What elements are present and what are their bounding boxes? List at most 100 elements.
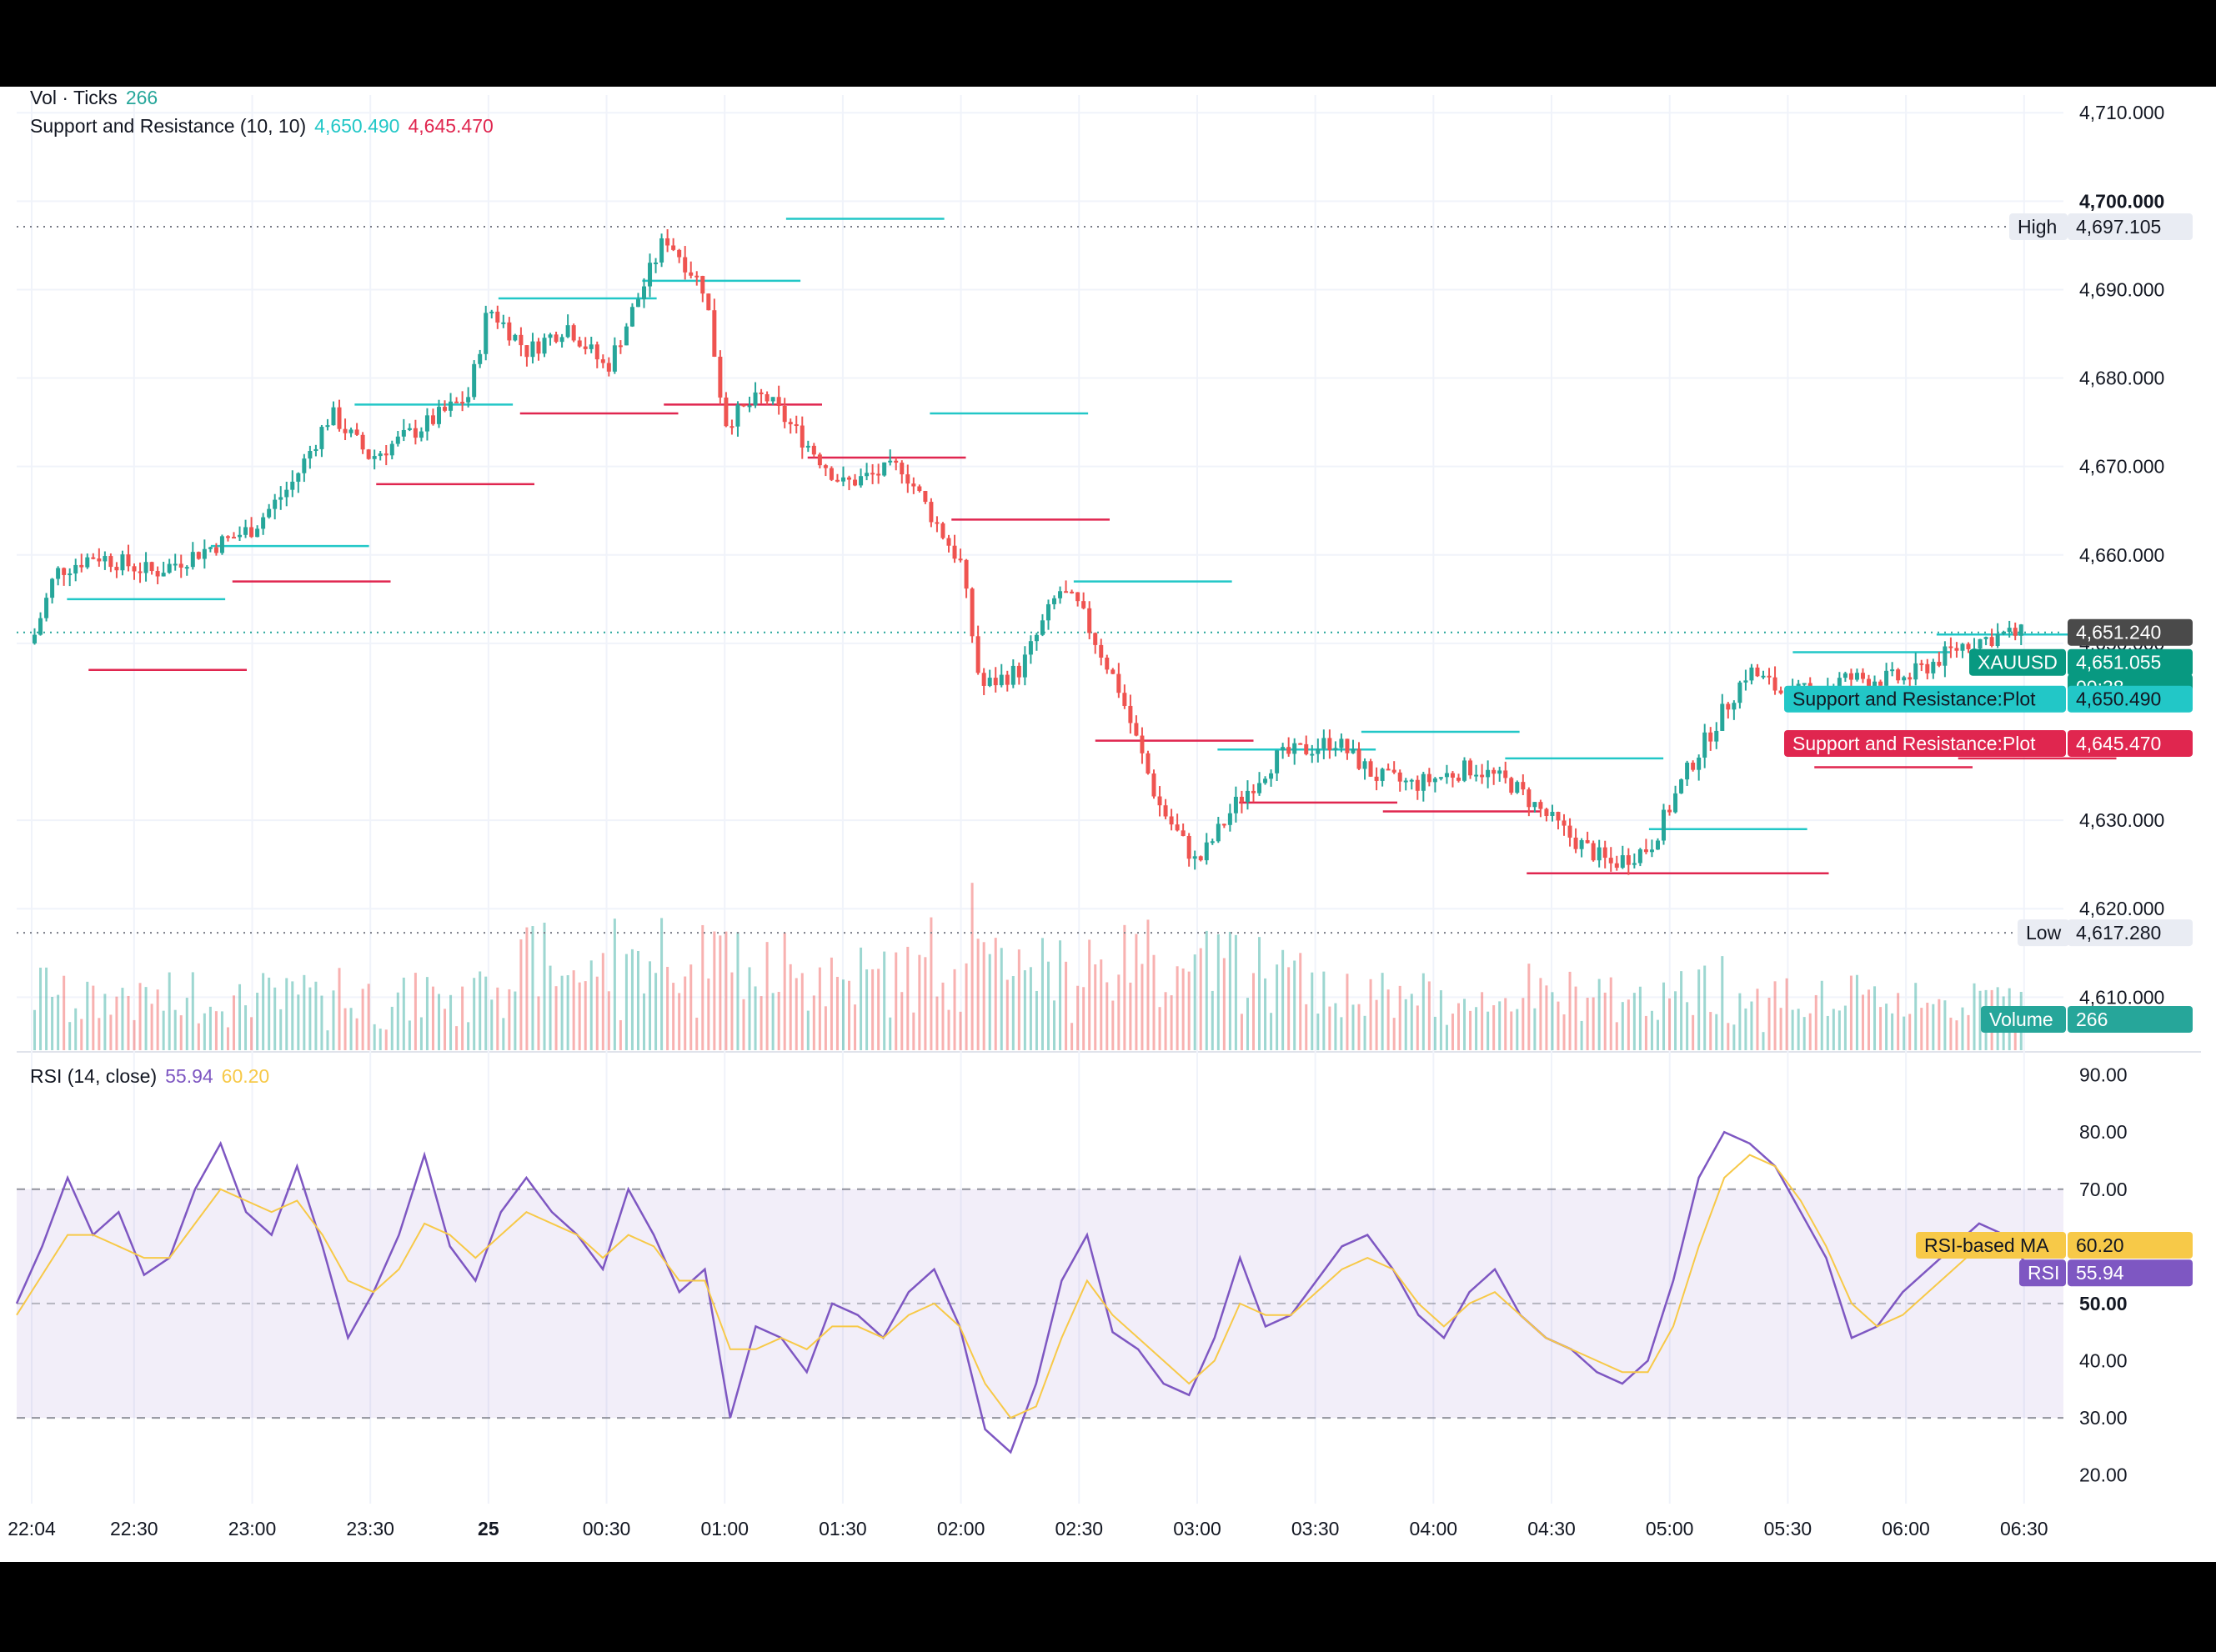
candle-body [1585, 840, 1590, 844]
volume-bar [531, 926, 534, 1050]
candle-body [1697, 757, 1702, 770]
candle-body [1492, 769, 1497, 774]
volume-bar [1644, 1015, 1647, 1050]
volume-bar [1832, 1009, 1835, 1050]
volume-bar [1181, 968, 1185, 1050]
candle-body [964, 559, 969, 589]
volume-label-tag-bg [1981, 1006, 2066, 1033]
volume-bar [1129, 982, 1132, 1050]
time-tick-label: 06:00 [1882, 1518, 1930, 1539]
volume-bar [115, 996, 118, 1050]
candle-body [1099, 644, 1104, 658]
candle-body [1948, 646, 1953, 648]
candle-body [1860, 673, 1865, 679]
candle-body [319, 427, 324, 449]
candle-body [1351, 748, 1356, 753]
price-tick-label: 4,630.000 [2079, 809, 2164, 831]
candle-body [999, 674, 1004, 686]
candle-body [1632, 863, 1637, 865]
volume-bar [783, 932, 786, 1050]
volume-bar [268, 977, 271, 1050]
candle-body [583, 346, 588, 349]
candle-body [1181, 830, 1186, 836]
candle-body [38, 618, 43, 635]
candle-body [794, 424, 799, 427]
candle-body [190, 552, 195, 568]
candle-body [923, 490, 928, 503]
volume-bar [1199, 948, 1202, 1050]
chart-canvas[interactable]: 4,610.0004,620.0004,630.0004,650.0004,66… [0, 87, 2216, 1562]
volume-bar [467, 1022, 470, 1050]
candle-body [243, 527, 248, 535]
candle-body [1602, 847, 1607, 859]
candle-body [1186, 835, 1191, 859]
volume-bar [127, 995, 130, 1050]
candle-body [840, 477, 845, 482]
candle-body [1515, 782, 1520, 793]
volume-bar [425, 977, 429, 1050]
candle-body [2001, 632, 2006, 634]
volume-bar [912, 1012, 915, 1050]
volume-bar [1697, 969, 1701, 1050]
volume-bar [1656, 1019, 1659, 1050]
volume-bar [578, 982, 581, 1050]
volume-bar [830, 957, 833, 1050]
volume-bar [1251, 973, 1255, 1050]
volume-bar [678, 993, 681, 1050]
volume-bar [883, 951, 886, 1050]
candle-body [642, 286, 647, 300]
volume-bar [1961, 1007, 1964, 1050]
candle-body [519, 334, 524, 346]
price-tick-label: 4,660.000 [2079, 544, 2164, 566]
volume-bar [1076, 985, 1080, 1050]
candle-body [68, 573, 73, 576]
candle-body [1093, 633, 1098, 645]
volume-bar [338, 968, 341, 1050]
candle-body [1925, 663, 1930, 673]
candle-body [1989, 637, 1994, 646]
candle-body [507, 322, 512, 341]
candle-body [1345, 738, 1350, 753]
volume-bar [138, 983, 142, 1050]
candle-body [1386, 768, 1391, 771]
volume-bar [1410, 994, 1413, 1050]
candle-body [120, 554, 125, 571]
volume-bar [771, 993, 775, 1050]
volume-bar [396, 992, 399, 1050]
candle-body [225, 536, 230, 538]
rsi-tick-label: 30.00 [2079, 1407, 2128, 1429]
candle-body [1075, 592, 1080, 602]
candle-body [436, 407, 441, 424]
volume-bar [1949, 1017, 1953, 1050]
volume-bar [918, 954, 921, 1050]
volume-bar [1586, 998, 1589, 1050]
volume-bar [789, 964, 792, 1050]
volume-bar [1522, 998, 1525, 1050]
candle-body [571, 325, 576, 341]
candle-body [654, 262, 659, 264]
candle-body [1450, 773, 1455, 778]
volume-bar [1510, 1011, 1513, 1050]
volume-bar [777, 991, 780, 1050]
candle-body [1679, 779, 1684, 793]
volume-bar [1264, 978, 1267, 1050]
candle-body [296, 473, 301, 482]
candle-body [1643, 849, 1648, 853]
volume-bar [1100, 959, 1103, 1050]
volume-bar [1492, 1005, 1496, 1050]
candle-body [1497, 770, 1502, 774]
candle-body [1204, 842, 1209, 861]
candle-body [1052, 598, 1057, 604]
candle-body [1480, 774, 1485, 778]
volume-bar [1562, 1014, 1566, 1050]
volume-bar [232, 995, 235, 1050]
volume-bar [179, 1015, 183, 1050]
volume-bar [367, 984, 370, 1050]
candle-body [835, 479, 840, 482]
rsi-legend[interactable]: RSI (14, close) 55.94 60.20 [30, 1065, 278, 1088]
volume-legend[interactable]: Vol · Ticks 266 [30, 87, 166, 109]
sr-legend[interactable]: Support and Resistance (10, 10) 4,650.490… [30, 115, 502, 138]
volume-bar [1451, 1014, 1454, 1050]
candle-body [729, 426, 734, 428]
time-tick-label: 01:00 [700, 1518, 749, 1539]
